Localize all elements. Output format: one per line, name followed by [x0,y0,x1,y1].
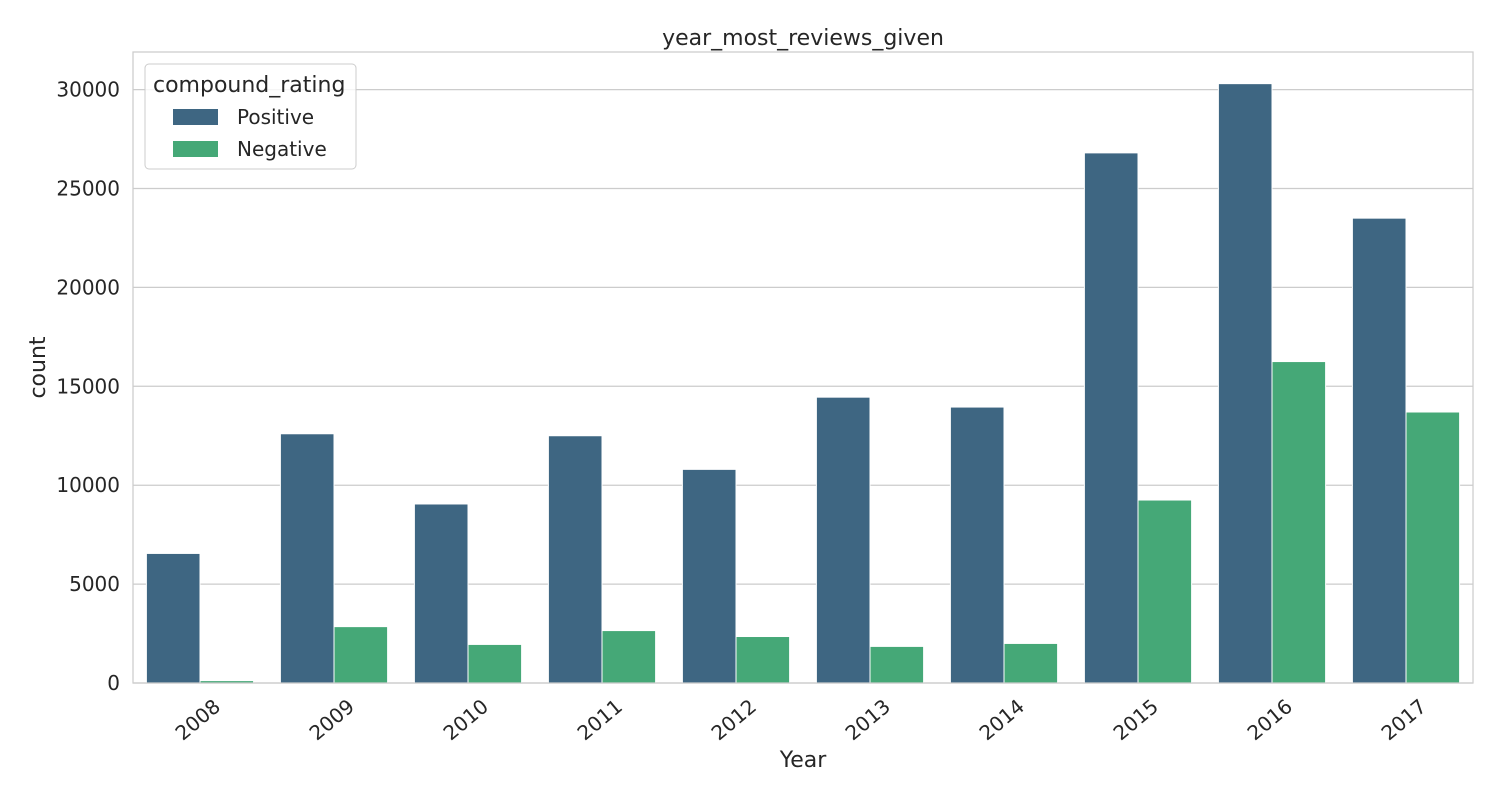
x-tick-label: 2012 [707,694,761,745]
bar-positive-2016 [1217,83,1273,684]
y-tick-label: 25000 [56,176,120,200]
x-axis-label: Year [779,748,828,773]
y-tick-label: 20000 [56,275,120,299]
bar-negative-2014 [1003,642,1059,684]
bar-negative-2017 [1405,411,1461,684]
x-tick-labels: 2008 2009 2010 2011 2012 2013 2014 2015 2016 2017 [171,694,1431,745]
x-tick-label: 2008 [171,694,225,745]
bar-positive-2013 [815,396,871,684]
bar-positive-2012 [681,468,737,684]
bar-positive-2010 [413,503,469,684]
x-tick-label: 2017 [1377,694,1431,745]
bars [145,83,1461,684]
bar-positive-2008 [145,552,201,684]
legend-label-negative: Negative [237,137,327,161]
legend: compound_rating Positive Negative [144,63,357,170]
bar-negative-2010 [467,643,523,684]
y-axis-label: count [26,336,51,398]
bar-negative-2015 [1137,499,1193,684]
y-tick-label: 10000 [56,473,120,497]
x-tick-label: 2009 [305,694,359,745]
legend-swatch-positive [173,109,218,125]
x-tick-label: 2013 [841,694,895,745]
bar-positive-2011 [547,435,603,684]
legend-label-positive: Positive [237,105,314,129]
x-tick-label: 2014 [975,694,1029,745]
x-tick-label: 2016 [1243,694,1297,745]
bar-negative-2013 [869,645,925,684]
legend-entries: Positive Negative [173,105,327,161]
chart-title: year_most_reviews_given [662,26,944,51]
bar-positive-2015 [1083,152,1139,684]
bar-negative-2009 [333,626,389,684]
bar-positive-2009 [279,433,335,684]
y-tick-label: 30000 [56,78,120,102]
bar-negative-2011 [601,630,657,684]
x-tick-label: 2011 [573,694,627,745]
y-tick-label: 0 [107,671,120,695]
bar-positive-2014 [949,406,1005,684]
plot-frame [132,51,1474,684]
x-tick-label: 2015 [1109,694,1163,745]
x-tick-label: 2010 [439,694,493,745]
y-tick-labels: 0 5000 10000 15000 20000 25000 30000 [56,78,120,695]
bar-negative-2016 [1271,361,1327,684]
legend-title: compound_rating [153,73,345,98]
y-tick-label: 5000 [69,572,120,596]
y-tick-label: 15000 [56,374,120,398]
bar-positive-2017 [1351,217,1407,684]
bar-negative-2012 [735,636,791,684]
legend-swatch-negative [173,141,218,157]
